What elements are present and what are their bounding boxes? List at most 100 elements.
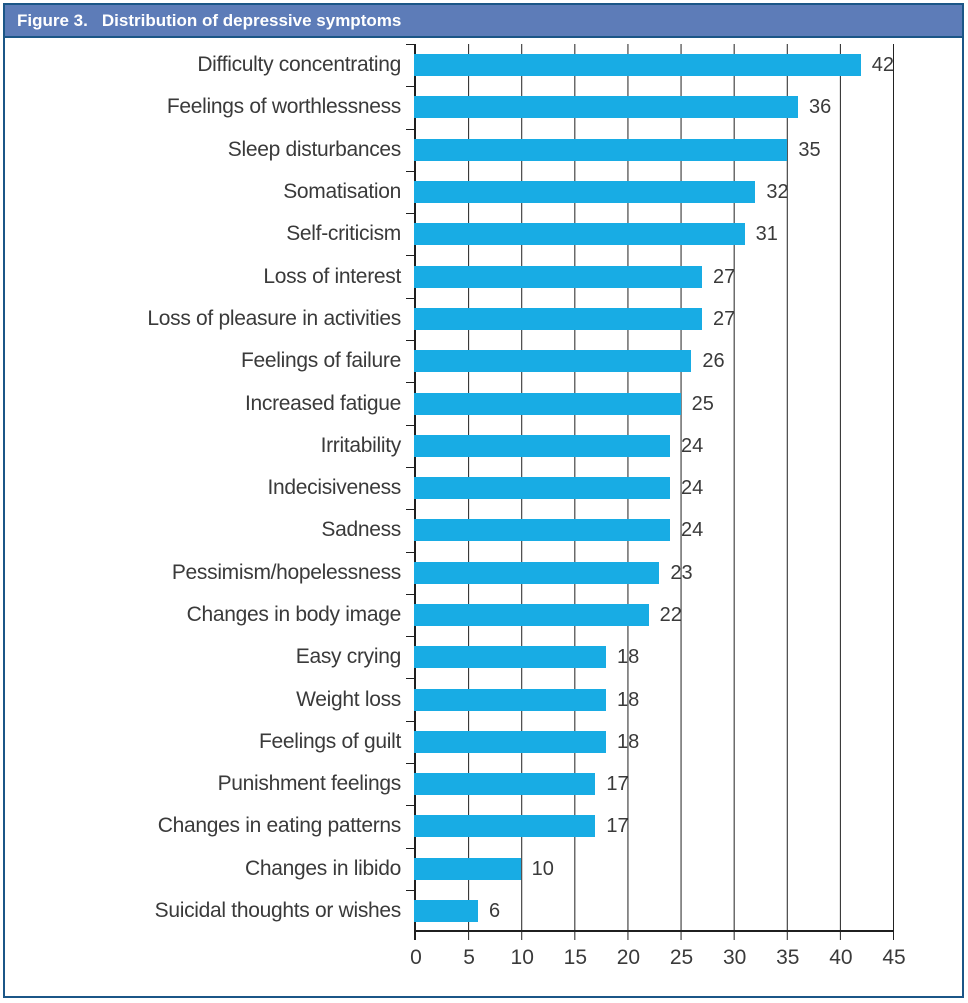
value-label: 31 [755, 223, 778, 246]
x-tick-label: 0 [410, 946, 422, 970]
figure-title: Distribution of depressive symptoms [101, 11, 402, 30]
bar [414, 646, 606, 669]
bar-row: Weight loss 18 [5, 678, 962, 720]
value-label: 18 [617, 730, 640, 753]
bar-row: Somatisation 32 [5, 170, 962, 213]
category-label: Somatisation [283, 180, 401, 204]
bar-row: Punishment feelings 17 [5, 763, 962, 805]
bar-row: Irritability 24 [5, 424, 962, 467]
category-label: Punishment feelings [217, 772, 402, 796]
bar [414, 265, 702, 288]
x-tick-label: 10 [510, 946, 534, 970]
plot-area: Difficulty concentrating 42 Feelings of wo… [5, 44, 962, 933]
x-tick-label: 45 [882, 946, 906, 970]
category-label: Suicidal thoughts or wishes [154, 899, 402, 923]
bar-track: 23 [406, 551, 894, 594]
bar [414, 350, 692, 373]
bar [414, 223, 745, 246]
category-label: Pessimism/hopelessness [171, 560, 401, 584]
bar-row: Suicidal thoughts or wishes 6 [5, 889, 962, 932]
figure-label: Figure 3. [17, 11, 88, 30]
value-label: 10 [531, 857, 554, 880]
x-tick-label: 30 [722, 946, 747, 970]
bar-track: 17 [406, 763, 894, 805]
category-label: Sadness [321, 518, 401, 542]
bar [414, 604, 649, 626]
category-label: Loss of pleasure in activities [147, 306, 401, 330]
category-label: Indecisiveness [267, 476, 401, 500]
x-tick-label: 25 [669, 946, 694, 970]
bar [414, 815, 596, 838]
bar [414, 307, 702, 330]
x-tick-label: 5 [463, 946, 475, 970]
bar-row: Increased fatigue 25 [5, 382, 962, 424]
bar-track: 42 [406, 44, 894, 86]
bar-track: 27 [406, 255, 894, 297]
bar-track: 24 [406, 509, 894, 551]
bar-track: 24 [406, 424, 894, 467]
bar-track: 35 [406, 128, 894, 171]
value-label: 17 [606, 773, 629, 796]
value-label: 26 [702, 350, 725, 373]
category-label: Changes in body image [186, 603, 402, 626]
bar [414, 773, 596, 796]
bar-row: Pessimism/hopelessness 23 [5, 551, 962, 594]
bar-track: 18 [406, 636, 894, 678]
category-label: Weight loss [296, 687, 401, 711]
bar-track: 27 [406, 297, 894, 340]
bar-row: Changes in libido 10 [5, 847, 962, 890]
bar [414, 392, 681, 415]
bar-track: 31 [406, 213, 894, 255]
category-label: Feelings of worthlessness [166, 95, 401, 119]
bar-chart: Difficulty concentrating 42 Feelings of wo… [5, 44, 962, 976]
category-label: Increased fatigue [244, 391, 401, 415]
bar [414, 181, 756, 204]
category-label: Loss of interest [263, 264, 401, 288]
bar-track: 26 [406, 340, 894, 382]
bar-track: 17 [406, 805, 894, 847]
bar-row: Loss of interest 27 [5, 255, 962, 297]
value-label: 22 [659, 604, 682, 626]
bar-track: 25 [406, 382, 894, 424]
value-label: 24 [681, 519, 704, 542]
category-label: Changes in libido [244, 856, 401, 880]
category-label: Feelings of failure [240, 349, 401, 373]
value-label: 35 [798, 138, 821, 161]
x-tick-label: 15 [563, 946, 588, 970]
bar-track: 6 [406, 889, 894, 932]
value-label: 27 [713, 265, 736, 288]
bar [414, 96, 798, 119]
chart-rows: Difficulty concentrating 42 Feelings of wo… [5, 44, 962, 932]
category-label: Self-criticism [286, 222, 401, 246]
x-tick-label: 40 [829, 946, 853, 970]
bar-row: Feelings of failure 26 [5, 340, 962, 382]
bar-track: 18 [406, 720, 894, 763]
value-label: 24 [681, 434, 704, 457]
x-tick-label: 20 [616, 946, 641, 970]
bar-row: Changes in body image 22 [5, 593, 962, 636]
value-label: 32 [766, 181, 789, 204]
value-label: 42 [871, 54, 894, 77]
category-label: Irritability [320, 433, 402, 457]
bar-row: Sadness 24 [5, 509, 962, 551]
value-label: 27 [713, 307, 736, 330]
bar-track: 24 [406, 466, 894, 509]
bar-row: Loss of pleasure in activities 27 [5, 297, 962, 340]
bar-row: Self-criticism 31 [5, 213, 962, 255]
value-label: 24 [681, 477, 704, 500]
value-label: 23 [670, 561, 693, 584]
bar-row: Difficulty concentrating 42 [5, 44, 962, 86]
category-label: Difficulty concentrating [197, 53, 401, 77]
bar-track: 36 [406, 86, 894, 128]
figure-panel: Figure 3. Distribution of depressive symp… [3, 3, 964, 998]
bar [414, 730, 606, 753]
bar [414, 138, 788, 161]
bar [414, 561, 660, 584]
bar-track: 10 [406, 847, 894, 890]
bar-track: 22 [406, 593, 894, 636]
figure-header: Figure 3. Distribution of depressive symp… [5, 5, 962, 38]
bar [414, 857, 521, 880]
bar-track: 32 [406, 170, 894, 213]
bar [414, 688, 606, 711]
bar [414, 477, 670, 500]
